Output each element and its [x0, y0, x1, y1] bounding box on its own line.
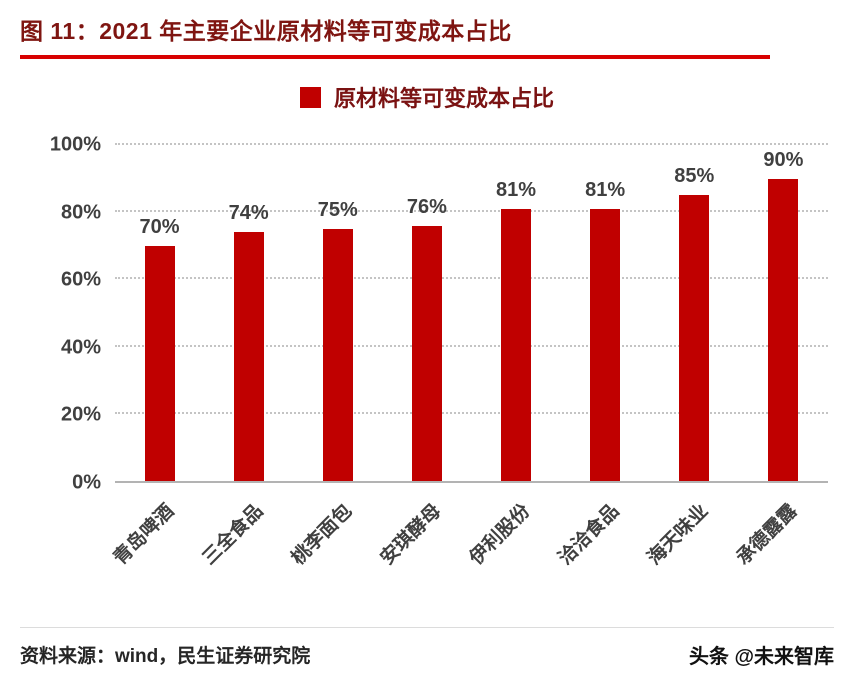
bar	[501, 208, 532, 481]
gridline	[115, 277, 828, 280]
bar	[590, 208, 621, 481]
bar-chart: 0% 20% 40% 60% 80% 100% 70% 74% 75% 76% 81% 81% 85%…	[20, 134, 828, 619]
x-category-label: 桃李面包	[287, 500, 357, 570]
bar-slot: 85%	[650, 145, 739, 481]
x-slot: 海天味业	[644, 483, 739, 619]
bar-value-label: 85%	[674, 165, 715, 188]
x-slot: 承德露露	[733, 483, 828, 619]
x-slot: 洽洽食品	[555, 483, 650, 619]
bar-value-label: 81%	[585, 178, 626, 201]
gridline	[115, 143, 828, 145]
figure-title: 图 11：2021 年主要企业原材料等可变成本占比	[20, 18, 512, 44]
bar-slot: 74%	[204, 145, 293, 481]
bar-value-label: 90%	[763, 148, 804, 171]
gridline	[115, 210, 828, 213]
bar-slot: 70%	[115, 145, 204, 481]
x-slot: 桃李面包	[288, 483, 382, 619]
gridline	[115, 411, 828, 414]
bar-value-label: 75%	[317, 199, 358, 221]
bar-value-label: 74%	[228, 202, 269, 225]
source-text: 资料来源：wind，民生证券研究院	[20, 646, 311, 667]
y-tick-label: 60%	[60, 268, 101, 291]
bar-slot: 81%	[472, 145, 561, 481]
bar	[679, 195, 710, 481]
y-tick-label: 0%	[72, 471, 101, 494]
y-tick-label: 100%	[49, 133, 101, 156]
x-axis: 青岛啤酒 三全食品 桃李面包 安琪酵母 伊利股份 洽洽食品 海天味业 承德露露	[109, 483, 828, 619]
chart-legend: 原材料等可变成本占比	[0, 83, 854, 111]
legend-label: 原材料等可变成本占比	[333, 86, 554, 111]
x-slot: 安琪酵母	[377, 483, 471, 619]
x-category-label: 青岛啤酒	[109, 500, 178, 570]
y-axis: 0% 20% 40% 60% 80% 100%	[20, 134, 115, 494]
figure-header: 图 11：2021 年主要企业原材料等可变成本占比	[20, 12, 770, 59]
bar	[233, 232, 264, 481]
y-tick-label: 80%	[60, 201, 101, 224]
legend-swatch	[299, 86, 321, 108]
plot-area: 70% 74% 75% 76% 81% 81% 85% 90%	[115, 143, 828, 483]
x-category-label: 承德露露	[733, 500, 802, 570]
x-category-label: 安琪酵母	[376, 500, 446, 570]
x-slot: 青岛啤酒	[109, 483, 204, 619]
bar-slot: 81%	[561, 145, 650, 481]
watermark-text: 头条 @未来智库	[688, 646, 834, 668]
bar-value-label: 81%	[496, 178, 537, 201]
figure-footer: 资料来源：wind，民生证券研究院 头条 @未来智库	[20, 627, 834, 669]
bar-slot: 90%	[739, 145, 828, 481]
bars: 70% 74% 75% 76% 81% 81% 85% 90%	[115, 145, 828, 481]
x-category-label: 三全食品	[198, 500, 268, 570]
x-category-label: 洽洽食品	[554, 500, 624, 570]
bar-slot: 75%	[293, 145, 382, 481]
x-category-label: 海天味业	[644, 500, 713, 570]
bar	[411, 225, 442, 481]
bar	[144, 245, 175, 481]
bar-value-label: 70%	[139, 215, 180, 238]
bar-slot: 76%	[382, 145, 471, 481]
y-tick-label: 20%	[60, 403, 101, 426]
bar-value-label: 76%	[406, 195, 447, 218]
x-category-label: 伊利股份	[465, 500, 535, 570]
bar	[322, 229, 353, 481]
y-tick-label: 40%	[60, 336, 101, 359]
bar	[768, 178, 799, 481]
x-slot: 伊利股份	[466, 483, 561, 619]
gridline	[115, 344, 828, 347]
x-slot: 三全食品	[198, 483, 293, 619]
